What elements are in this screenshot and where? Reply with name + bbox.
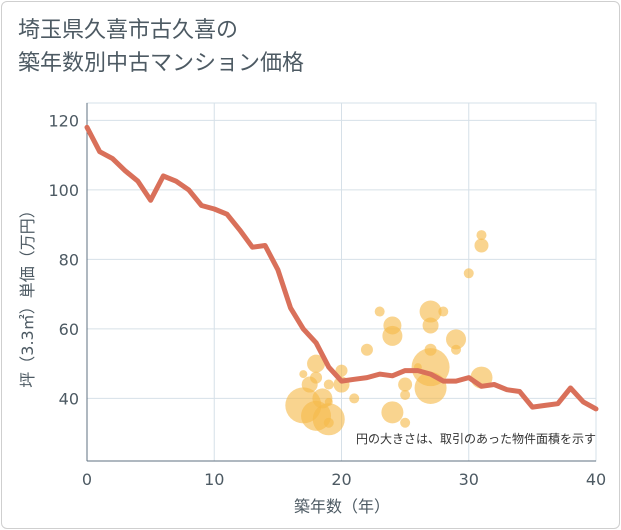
- bubble-point: [324, 397, 333, 406]
- bubble-point: [310, 371, 323, 384]
- y-tick-label: 80: [59, 250, 79, 269]
- x-tick-label: 40: [586, 470, 606, 489]
- chart-title-line2: 築年数別中古マンション価格: [18, 51, 305, 76]
- bubble-point: [374, 306, 385, 317]
- bubble-series: [285, 230, 493, 436]
- bubble-point: [451, 344, 462, 355]
- bubble-point: [349, 393, 360, 404]
- bubble-point: [398, 377, 413, 392]
- bubble-point: [323, 379, 334, 390]
- y-axis-ticks: 40 60 80 100 120: [48, 111, 79, 408]
- grid-lines: [86, 102, 597, 462]
- y-tick-label: 100: [48, 181, 79, 200]
- x-tick-label: 30: [459, 470, 479, 489]
- bubble-point: [438, 306, 449, 317]
- chart-title: 埼玉県久喜市古久喜の 築年数別中古マンション価格: [18, 14, 304, 80]
- bubble-point: [299, 370, 308, 379]
- bubble-point: [400, 389, 411, 400]
- bubble-point: [422, 317, 439, 334]
- bubble-size-note: 円の大きさは、取引のあった物件面積を示す: [356, 431, 596, 446]
- y-tick-label: 120: [48, 111, 79, 130]
- bubble-point: [476, 230, 487, 241]
- x-axis-label: 築年数（年）: [294, 497, 390, 516]
- bubble-point: [360, 343, 373, 356]
- bubble-point: [383, 316, 402, 335]
- bubble-point: [323, 417, 334, 428]
- bubble-point: [424, 343, 437, 356]
- bubble-point: [419, 300, 442, 323]
- x-tick-label: 10: [204, 470, 224, 489]
- y-tick-label: 40: [59, 389, 79, 408]
- bubble-point: [400, 417, 411, 428]
- bubble-point: [335, 364, 348, 377]
- bubble-point: [463, 268, 474, 279]
- x-axis-ticks: 0 10 20 30 40: [82, 470, 606, 489]
- bubble-point: [474, 238, 489, 253]
- x-tick-label: 20: [331, 470, 351, 489]
- y-tick-label: 60: [59, 320, 79, 339]
- y-axis-label: 坪（3.3㎡）単価（万円）: [18, 202, 37, 387]
- x-tick-label: 0: [82, 470, 92, 489]
- chart-title-line1: 埼玉県久喜市古久喜の: [18, 18, 239, 43]
- bubble-point: [307, 354, 326, 373]
- bubble-point: [446, 329, 467, 350]
- average-price-line: [84, 124, 599, 412]
- bubble-point: [381, 401, 404, 424]
